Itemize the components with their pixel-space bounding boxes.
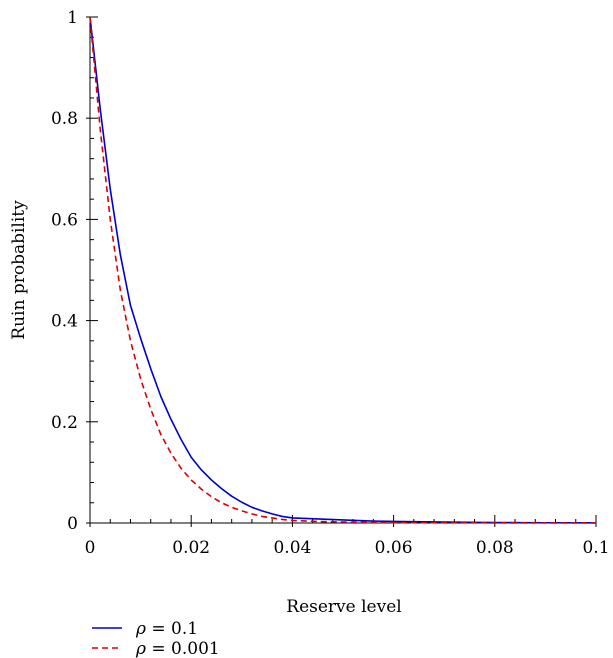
y-axis-ticks: 0 0.2 0.4 0.6 0.8 1 <box>51 8 98 534</box>
y-tick-label: 0 <box>67 514 78 534</box>
y-tick-label: 1 <box>67 8 78 28</box>
y-tick-label: 0.8 <box>51 109 78 129</box>
y-axis-title: Ruin probability <box>9 200 29 340</box>
x-axis-ticks: 0 0.02 0.04 0.06 0.08 0.1 <box>85 515 610 558</box>
x-tick-label: 0.06 <box>375 538 413 558</box>
series-line-1 <box>89 16 597 524</box>
x-tick-label: 0.08 <box>476 538 514 558</box>
axes: 0 0.02 0.04 0.06 0.08 0.1 0 0.2 0.4 0.6 0.8 1 <box>51 8 610 558</box>
legend: ρ = 0.1ρ = 0.001 <box>92 619 220 658</box>
series-layer <box>89 16 597 524</box>
series-line-2 <box>89 16 596 524</box>
y-tick-label: 0.6 <box>51 210 78 230</box>
legend-label-2: ρ = 0.001 <box>135 639 220 658</box>
x-tick-label: 0.02 <box>172 538 210 558</box>
x-tick-label: 0.1 <box>582 538 609 558</box>
x-tick-label: 0 <box>85 538 96 558</box>
legend-label-1: ρ = 0.1 <box>135 619 198 639</box>
y-tick-label: 0.4 <box>51 312 78 332</box>
x-tick-label: 0.04 <box>273 538 311 558</box>
x-axis-title: Reserve level <box>286 597 401 617</box>
y-tick-label: 0.2 <box>51 413 78 433</box>
